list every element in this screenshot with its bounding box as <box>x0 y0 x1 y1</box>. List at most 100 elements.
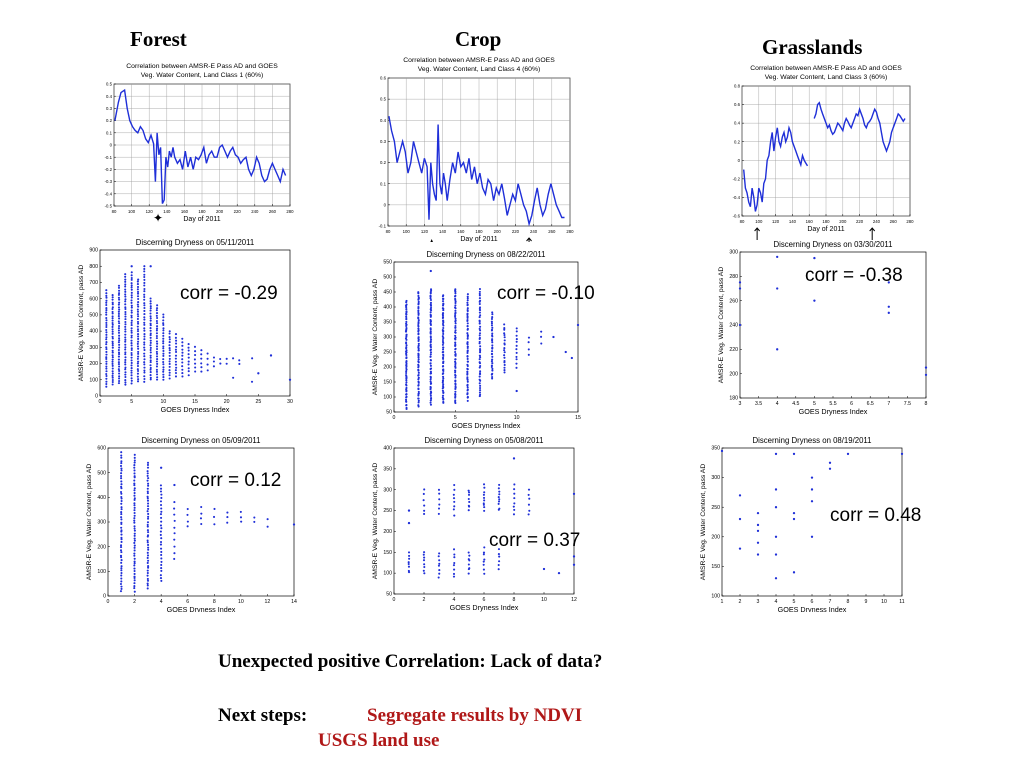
data-point <box>491 375 494 379</box>
data-point <box>168 365 171 368</box>
data-point <box>173 545 176 548</box>
data-point <box>422 559 426 562</box>
data-point <box>105 367 108 370</box>
data-point <box>417 376 420 379</box>
data-point <box>124 273 127 276</box>
data-point <box>133 557 136 560</box>
data-point <box>133 532 136 535</box>
data-point <box>454 292 457 295</box>
data-point <box>162 313 165 316</box>
data-point <box>111 332 114 335</box>
data-point <box>187 367 190 370</box>
data-point <box>466 354 469 358</box>
data-point <box>175 350 178 354</box>
data-point <box>454 353 457 356</box>
x-tick-label: 240 <box>873 219 881 224</box>
data-point <box>130 347 133 350</box>
data-point <box>120 540 123 544</box>
data-point <box>111 360 114 363</box>
data-point <box>405 308 408 311</box>
data-point <box>133 497 136 500</box>
data-point <box>490 328 494 331</box>
data-point <box>466 307 469 310</box>
x-tick-label: 160 <box>181 209 189 214</box>
data-point <box>503 369 506 372</box>
data-point <box>105 356 108 359</box>
x-tick-label: 240 <box>530 229 538 234</box>
data-point <box>155 307 159 310</box>
data-point <box>168 351 171 354</box>
data-point <box>206 352 209 355</box>
data-point <box>438 562 441 565</box>
data-point <box>173 538 176 541</box>
data-point <box>173 483 176 487</box>
data-point <box>159 513 163 516</box>
data-point <box>513 488 516 491</box>
data-point <box>405 403 408 407</box>
data-point <box>133 482 136 485</box>
data-point <box>130 301 133 304</box>
y-tick-label: 350 <box>711 446 720 452</box>
data-point <box>120 572 123 575</box>
data-point <box>454 315 457 318</box>
data-point <box>105 301 108 304</box>
data-point <box>149 309 152 312</box>
x-tick-label: 6.5 <box>867 401 874 407</box>
data-point <box>200 522 203 526</box>
data-point <box>454 382 457 385</box>
chart-title: Correlation between AMSR-E Pass AD and G… <box>403 57 555 64</box>
data-point <box>417 387 420 390</box>
data-point <box>498 483 501 486</box>
data-point <box>466 349 469 352</box>
data-point <box>175 345 178 348</box>
data-point <box>124 330 127 333</box>
data-point <box>120 502 123 505</box>
data-point <box>466 377 469 380</box>
data-point <box>478 351 482 354</box>
data-point <box>146 587 149 590</box>
data-point <box>187 349 190 352</box>
data-point <box>130 265 133 268</box>
data-point <box>133 489 136 492</box>
data-point <box>143 369 146 372</box>
data-point <box>136 320 140 323</box>
data-point <box>405 344 408 347</box>
data-point <box>147 548 150 551</box>
data-point <box>478 297 481 300</box>
data-point <box>490 352 494 355</box>
data-point <box>497 496 500 499</box>
data-point <box>130 314 133 317</box>
data-point <box>149 319 152 322</box>
data-point <box>200 349 203 352</box>
data-point <box>503 347 506 350</box>
y-tick-label: 260 <box>729 298 738 304</box>
data-point <box>454 311 457 314</box>
data-point <box>253 516 256 519</box>
data-point <box>133 587 136 590</box>
data-point <box>407 562 410 566</box>
x-tick-label: 9 <box>865 599 868 605</box>
data-point <box>417 404 420 407</box>
data-point <box>774 452 778 456</box>
data-point <box>146 579 150 582</box>
data-point <box>160 563 163 567</box>
data-point <box>155 340 159 343</box>
data-point <box>146 534 150 537</box>
data-point <box>143 278 146 281</box>
data-point <box>117 331 121 334</box>
data-point <box>429 358 432 362</box>
data-point <box>490 324 494 327</box>
data-point <box>429 340 432 343</box>
y-tick-label: 0.2 <box>380 160 387 165</box>
data-point <box>253 520 256 523</box>
data-point <box>111 312 114 315</box>
data-point <box>146 495 149 498</box>
data-point <box>160 507 163 510</box>
y-tick-label: 250 <box>383 508 392 514</box>
data-point <box>143 290 146 293</box>
data-point <box>156 325 159 328</box>
data-point <box>124 278 127 281</box>
data-point <box>527 341 530 344</box>
data-point <box>454 334 457 337</box>
data-point <box>417 373 420 377</box>
